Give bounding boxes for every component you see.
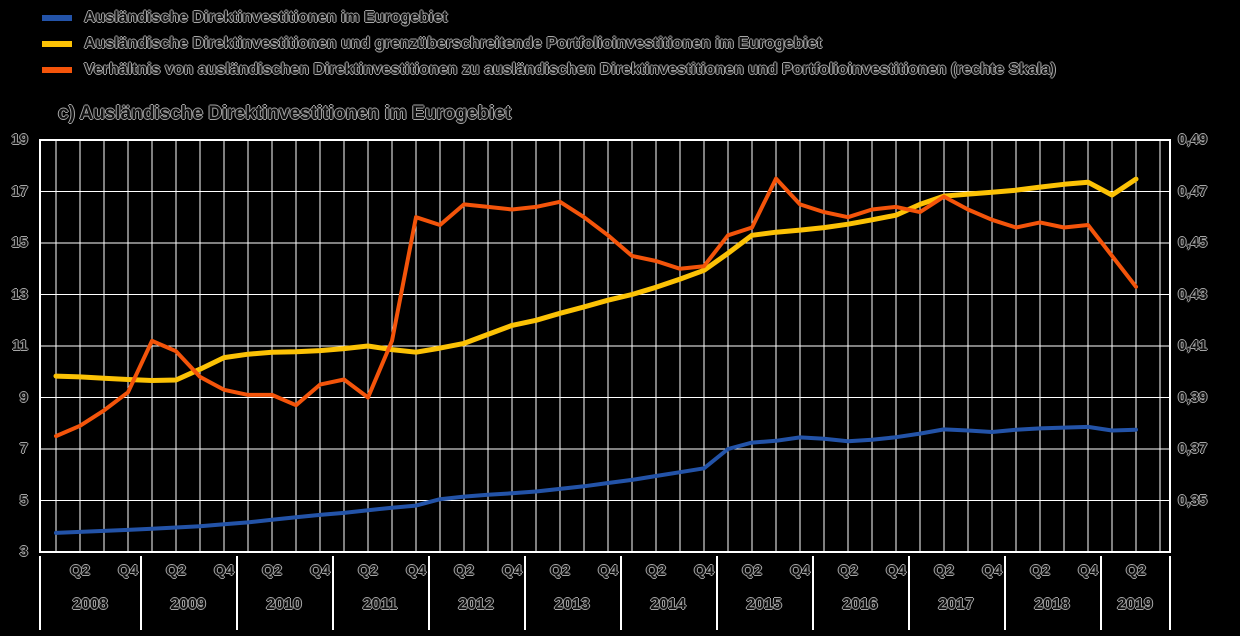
x-tick-label-q2: Q2 (741, 562, 762, 579)
legend-item-0: Ausländische Direktinvestitionen im Euro… (42, 5, 1238, 31)
x-tick-label-q4: Q4 (309, 562, 330, 579)
x-tick-label-q2: Q2 (453, 562, 474, 579)
x-tick-label-q4: Q4 (501, 562, 522, 579)
left-axis-tick-label: 7 (19, 440, 28, 457)
legend-label: Ausländische Direktinvestitionen und gre… (84, 35, 822, 52)
x-tick-label-q2: Q2 (1125, 562, 1146, 579)
left-axis-tick-label: 17 (11, 182, 28, 200)
left-axis-tick-label: 11 (12, 337, 28, 354)
x-axis-year-separator (1100, 556, 1102, 630)
right-axis-tick-label: 0,41 (1178, 337, 1208, 354)
right-axis-tick-label: 0,47 (1178, 182, 1208, 200)
left-axis-tick-label: 5 (19, 491, 28, 509)
x-axis-year-separator (524, 556, 526, 630)
legend-line-swatch-icon (42, 15, 72, 21)
chart-legend: Ausländische Direktinvestitionen im Euro… (42, 5, 1238, 83)
right-axis-tick-label: 0,43 (1178, 285, 1208, 303)
x-axis-year-label: 2011 (362, 596, 398, 613)
legend-label: Verhältnis von ausländischen Direktinves… (84, 61, 1056, 78)
x-tick-label-q2: Q2 (549, 562, 570, 579)
x-tick-label-q2: Q2 (357, 562, 378, 579)
x-tick-label-q4: Q4 (885, 562, 906, 579)
legend-line-swatch-icon (42, 41, 72, 47)
x-axis-year-separator (1169, 556, 1171, 630)
x-tick-label-q2: Q2 (261, 562, 282, 579)
x-axis-year-separator (716, 556, 718, 630)
x-tick-label-q2: Q2 (69, 562, 90, 579)
x-axis-year-separator (39, 556, 41, 630)
x-axis-year-label: 2010 (266, 596, 302, 613)
chart-title: c) Ausländische Direktinvestitionen im E… (58, 103, 512, 124)
legend-label: Ausländische Direktinvestitionen im Euro… (84, 9, 448, 26)
x-tick-label-q2: Q2 (165, 562, 186, 579)
x-axis-year-label: 2016 (842, 596, 878, 613)
x-tick-label-q4: Q4 (1077, 562, 1098, 579)
x-tick-label-q4: Q4 (597, 562, 618, 579)
right-axis-tick-label: 0,45 (1178, 234, 1208, 251)
x-axis-year-label: 2009 (170, 596, 206, 613)
x-axis-year-label: 2014 (650, 596, 686, 613)
x-axis-year-separator (236, 556, 238, 630)
x-axis-year-label: 2013 (554, 596, 590, 613)
left-axis-tick-label: 19 (11, 131, 28, 148)
x-axis-year-label: 2017 (938, 596, 974, 613)
x-axis-year-label: 2008 (72, 596, 108, 613)
x-tick-label-q4: Q4 (117, 562, 138, 579)
series-line-2 (54, 176, 1138, 439)
x-tick-label-q4: Q4 (693, 562, 714, 579)
left-axis-tick-label: 9 (19, 388, 28, 406)
series-line-0 (54, 424, 1138, 535)
right-axis-tick-label: 0,37 (1178, 440, 1208, 457)
x-tick-label-q4: Q4 (213, 562, 234, 579)
left-axis-tick-label: 3 (19, 543, 28, 560)
legend-line-swatch-icon (42, 67, 72, 73)
legend-item-2: Verhältnis von ausländischen Direktinves… (42, 57, 1238, 83)
x-tick-label-q2: Q2 (837, 562, 858, 579)
right-axis-tick-label: 0,35 (1178, 491, 1208, 509)
x-axis-year-separator (908, 556, 910, 630)
x-tick-label-q4: Q4 (789, 562, 810, 579)
x-axis-year-separator (1004, 556, 1006, 630)
x-tick-label-q2: Q2 (645, 562, 666, 579)
x-axis-year-label: 2012 (458, 596, 494, 613)
left-axis-tick-label: 13 (11, 285, 28, 303)
right-axis-tick-label: 0,39 (1178, 388, 1208, 406)
x-tick-label-q4: Q4 (405, 562, 426, 579)
legend-item-1: Ausländische Direktinvestitionen und gre… (42, 31, 1238, 57)
x-tick-label-q2: Q2 (933, 562, 954, 579)
right-axis-tick-label: 0,49 (1178, 131, 1208, 148)
x-axis-year-label: 2019 (1117, 596, 1153, 613)
left-axis-tick-label: 15 (11, 234, 28, 251)
x-axis-year-label: 2015 (746, 596, 782, 613)
plot-border (39, 139, 1171, 553)
x-tick-label-q4: Q4 (981, 562, 1002, 579)
x-tick-label-q2: Q2 (1029, 562, 1050, 579)
x-axis-year-label: 2018 (1034, 596, 1070, 613)
x-axis-year-separator (332, 556, 334, 630)
x-axis-year-separator (140, 556, 142, 630)
x-axis-year-separator (620, 556, 622, 630)
series-line-1 (53, 176, 1139, 383)
x-axis-year-separator (812, 556, 814, 630)
x-axis-year-separator (428, 556, 430, 630)
